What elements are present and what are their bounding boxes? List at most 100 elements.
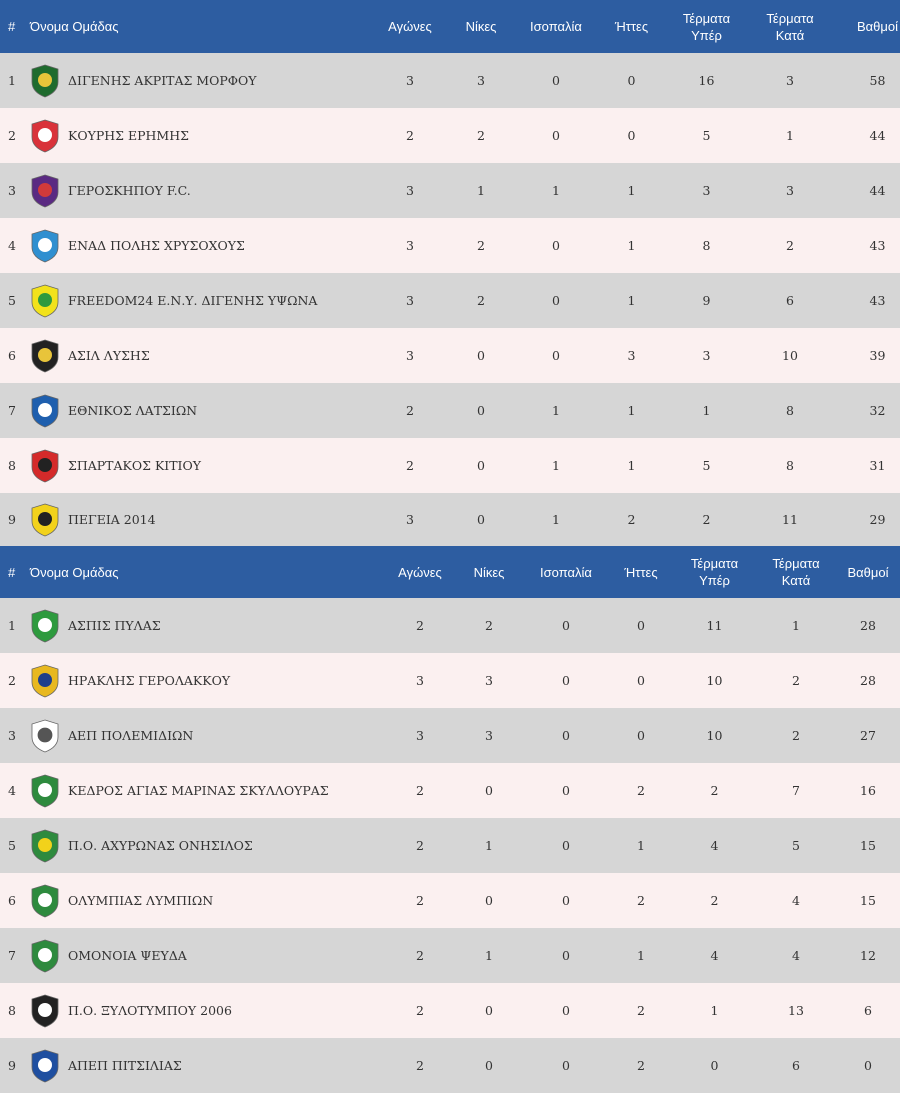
digenis-ypsona-logo: [30, 284, 60, 318]
table-row: 6 ΑΣΙΛ ΛΥΣΗΣ 3 0 0 3 3 10 39: [0, 328, 900, 383]
points-cell: 28: [836, 653, 900, 708]
losses-cell: 1: [595, 218, 668, 273]
team-name: ΟΛΥΜΠΙΑΣ ΛΥΜΠΙΩΝ: [68, 893, 214, 908]
draws-cell: 1: [517, 493, 595, 546]
table-row: 4 ΚΕΔΡΟΣ ΑΓΙΑΣ ΜΑΡΙΝΑΣ ΣΚΥΛΛΟΥΡΑΣ 2 0 0 2 2 7 16: [0, 763, 900, 818]
played-cell: 2: [385, 598, 455, 653]
points-cell: 32: [835, 383, 900, 438]
losses-cell: 0: [609, 598, 673, 653]
played-cell: 2: [385, 873, 455, 928]
spartakos-kitiou-logo: [30, 449, 60, 483]
played-cell: 2: [375, 108, 445, 163]
points-header: Βαθμοί: [835, 0, 900, 53]
pegeia-logo: [30, 503, 60, 537]
table-header-row: # Όνομα Ομάδας Αγώνες Νίκες Ισοπαλία Ήττ…: [0, 546, 900, 598]
goals-against-cell: 3: [745, 53, 835, 108]
wins-cell: 2: [455, 598, 523, 653]
goals-against-header: Τέρματα Κατά: [745, 0, 835, 53]
rank-cell: 1: [0, 53, 30, 108]
table-header-row: # Όνομα Ομάδας Αγώνες Νίκες Ισοπαλία Ήττ…: [0, 0, 900, 53]
goals-for-cell: 8: [668, 218, 745, 273]
goals-for-cell: 16: [668, 53, 745, 108]
losses-cell: 0: [609, 653, 673, 708]
rank-cell: 1: [0, 598, 30, 653]
goals-for-cell: 1: [673, 983, 756, 1038]
goals-against-cell: 6: [756, 1038, 836, 1093]
team-cell: ΚΟΥΡΗΣ ΕΡΗΜΗΣ: [30, 108, 375, 163]
team-cell: ΕΝΑΔ ΠΟΛΗΣ ΧΡΥΣΟΧΟΥΣ: [30, 218, 375, 273]
team-cell: ΔΙΓΕΝΗΣ ΑΚΡΙΤΑΣ ΜΟΡΦΟΥ: [30, 53, 375, 108]
goals-against-cell: 1: [756, 598, 836, 653]
goals-for-cell: 3: [668, 328, 745, 383]
losses-cell: 2: [609, 983, 673, 1038]
wins-cell: 1: [445, 163, 517, 218]
team-name: ΠΕΓΕΙΑ 2014: [68, 512, 156, 527]
goals-for-cell: 5: [668, 438, 745, 493]
losses-cell: 0: [609, 708, 673, 763]
goals-against-cell: 2: [756, 653, 836, 708]
draws-cell: 0: [517, 108, 595, 163]
team-name: ΣΠΑΡΤΑΚΟΣ ΚΙΤΙΟΥ: [68, 458, 201, 473]
rank-cell: 3: [0, 163, 30, 218]
goals-for-cell: 2: [668, 493, 745, 546]
goals-for-cell: 2: [673, 873, 756, 928]
rank-cell: 8: [0, 983, 30, 1038]
goals-for-cell: 10: [673, 708, 756, 763]
played-cell: 2: [385, 1038, 455, 1093]
draws-header: Ισοπαλία: [523, 546, 609, 598]
draws-cell: 0: [523, 653, 609, 708]
goals-for-header-line1: Τέρματα: [690, 556, 739, 571]
wins-cell: 1: [455, 818, 523, 873]
team-name: ΔΙΓΕΝΗΣ ΑΚΡΙΤΑΣ ΜΟΡΦΟΥ: [68, 73, 257, 88]
played-cell: 3: [375, 163, 445, 218]
goals-against-cell: 10: [745, 328, 835, 383]
xylotymbou-logo: [30, 994, 60, 1028]
points-cell: 16: [836, 763, 900, 818]
played-header: Αγώνες: [385, 546, 455, 598]
team-name: ΑΕΠ ΠΟΛΕΜΙΔΙΩΝ: [68, 728, 194, 743]
points-cell: 39: [835, 328, 900, 383]
played-cell: 2: [385, 983, 455, 1038]
draws-cell: 0: [523, 1038, 609, 1093]
table-row: 1 ΔΙΓΕΝΗΣ ΑΚΡΙΤΑΣ ΜΟΡΦΟΥ 3 3 0 0 16 3 58: [0, 53, 900, 108]
played-cell: 3: [375, 53, 445, 108]
aep-polemidion-logo: [30, 719, 60, 753]
points-cell: 43: [835, 273, 900, 328]
asil-lysis-logo: [30, 339, 60, 373]
losses-cell: 1: [609, 928, 673, 983]
rank-cell: 5: [0, 273, 30, 328]
rank-cell: 4: [0, 218, 30, 273]
table-row: 4 ΕΝΑΔ ΠΟΛΗΣ ΧΡΥΣΟΧΟΥΣ 3 2 0 1 8 2 43: [0, 218, 900, 273]
table-row: 9 ΠΕΓΕΙΑ 2014 3 0 1 2 2 11 29: [0, 493, 900, 546]
goals-for-cell: 1: [668, 383, 745, 438]
draws-cell: 0: [517, 328, 595, 383]
losses-header: Ήττες: [595, 0, 668, 53]
points-cell: 27: [836, 708, 900, 763]
points-cell: 58: [835, 53, 900, 108]
goals-for-cell: 3: [668, 163, 745, 218]
rank-cell: 7: [0, 383, 30, 438]
team-cell: ΕΘΝΙΚΟΣ ΛΑΤΣΙΩΝ: [30, 383, 375, 438]
rank-cell: 2: [0, 108, 30, 163]
geroskipou-logo: [30, 174, 60, 208]
standings-table-1: # Όνομα Ομάδας Αγώνες Νίκες Ισοπαλία Ήττ…: [0, 0, 900, 546]
wins-cell: 3: [445, 53, 517, 108]
wins-cell: 0: [445, 438, 517, 493]
rank-header: #: [0, 0, 30, 53]
team-cell: ΗΡΑΚΛΗΣ ΓΕΡΟΛΑΚΚΟΥ: [30, 653, 385, 708]
goals-for-cell: 9: [668, 273, 745, 328]
olympias-lympion-logo: [30, 884, 60, 918]
goals-against-cell: 4: [756, 873, 836, 928]
goals-for-cell: 5: [668, 108, 745, 163]
goals-against-header-line2: Κατά: [781, 573, 811, 588]
goals-against-cell: 8: [745, 383, 835, 438]
goals-against-cell: 6: [745, 273, 835, 328]
table-row: 7 ΟΜΟΝΟΙΑ ΨΕΥΔΑ 2 1 0 1 4 4 12: [0, 928, 900, 983]
team-name: ΑΣΠΙΣ ΠΥΛΑΣ: [68, 618, 161, 633]
table-row: 2 ΗΡΑΚΛΗΣ ΓΕΡΟΛΑΚΚΟΥ 3 3 0 0 10 2 28: [0, 653, 900, 708]
losses-cell: 1: [609, 818, 673, 873]
points-cell: 31: [835, 438, 900, 493]
team-name: ΚΕΔΡΟΣ ΑΓΙΑΣ ΜΑΡΙΝΑΣ ΣΚΥΛΛΟΥΡΑΣ: [68, 783, 329, 798]
team-name: FREEDOM24 Ε.Ν.Υ. ΔΙΓΕΝΗΣ ΥΨΩΝΑ: [68, 293, 318, 308]
played-cell: 3: [385, 653, 455, 708]
